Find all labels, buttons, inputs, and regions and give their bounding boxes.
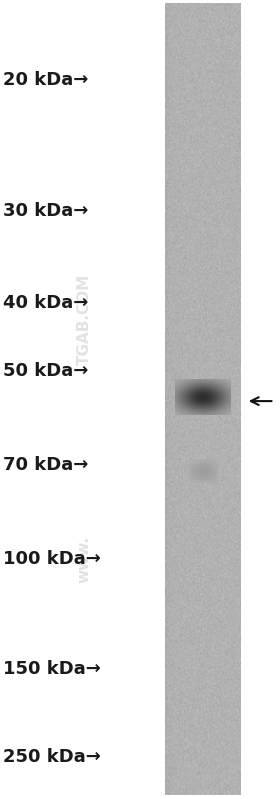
Text: 50 kDa→: 50 kDa→ [3,362,88,380]
Text: 100 kDa→: 100 kDa→ [3,551,101,568]
Text: 40 kDa→: 40 kDa→ [3,294,88,312]
Text: TGAB.COM: TGAB.COM [76,274,92,365]
Text: 30 kDa→: 30 kDa→ [3,202,88,220]
Text: 250 kDa→: 250 kDa→ [3,749,101,766]
Text: 20 kDa→: 20 kDa→ [3,71,88,89]
Text: 70 kDa→: 70 kDa→ [3,456,88,474]
Text: 150 kDa→: 150 kDa→ [3,660,101,678]
Text: www.: www. [76,536,92,582]
